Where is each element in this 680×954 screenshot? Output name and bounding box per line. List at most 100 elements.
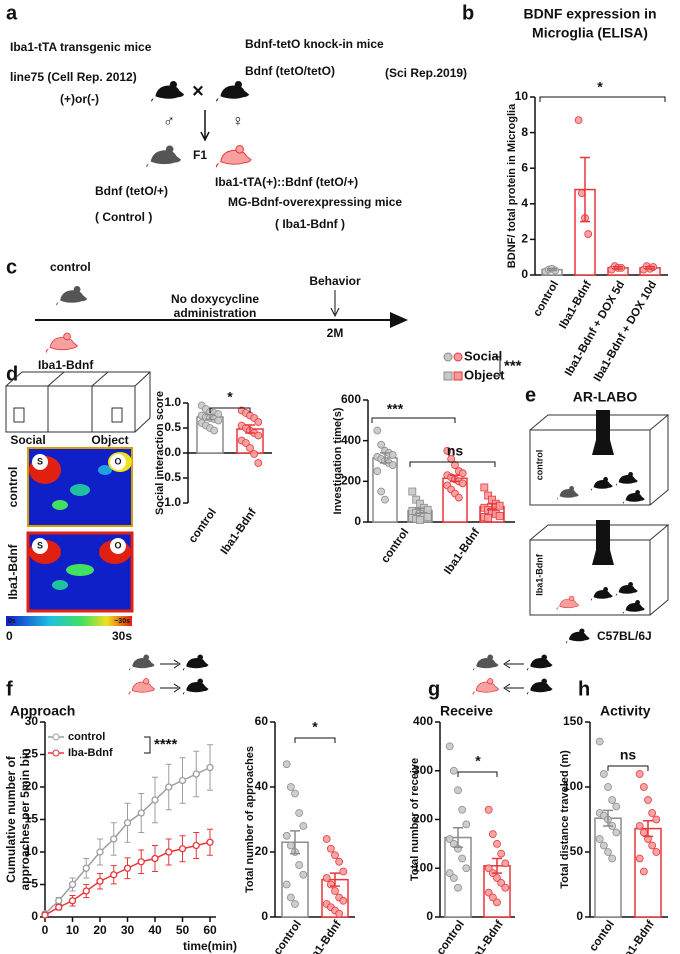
three-chamber [5,371,152,433]
y-tick-label: 0.5 [164,420,181,434]
data-point [484,864,493,873]
data-point [68,880,77,889]
text: × [192,80,204,102]
data-point [488,830,497,839]
data-point [82,887,90,895]
data-point [599,770,608,778]
error-bar [580,156,590,223]
mouse-icon [590,477,613,491]
legend-label: Social [464,348,502,363]
data-point [178,845,187,853]
y-tick-label: 400 [413,714,433,728]
data-point [493,874,501,882]
data-point [295,809,304,817]
text: O [114,540,121,550]
data-point [584,230,593,238]
data-point [339,867,348,876]
y-tick-label: 30 [25,714,39,728]
text: Behavior [309,274,361,288]
y-tick-label: -1.0 [160,495,181,509]
data-point [644,796,652,804]
data-point [454,493,463,502]
data-point [449,874,458,882]
text: Bdnf (tetO/+) [95,184,168,198]
mouse-icon [565,628,590,644]
data-point [599,841,608,850]
y-tick-label: 15 [25,812,39,826]
text: Iba1-tTA(+)::Bdnf (tetO/+) [215,175,358,189]
data-point [458,854,467,863]
data-point [206,763,214,772]
y-axis-label: Cumulative number of [4,755,18,883]
data-point [501,883,510,892]
error-bar [453,827,463,849]
data-point [151,854,159,863]
data-point [381,495,389,504]
data-point [501,859,510,868]
x-tick-label: control [379,527,411,566]
data-point [322,835,331,843]
y-tick-label: 0.0 [164,445,181,459]
x-tick-label: Iba1-Bdnf [617,918,657,954]
y-tick-label: 0 [31,909,38,923]
data-point [96,877,104,885]
x-tick-label: Iba1-Bdnf [304,918,344,954]
mouse-icon [622,490,645,504]
error-bar [330,872,340,887]
data-point [55,903,63,911]
data-point [335,857,344,866]
text: control [50,260,91,274]
text: Iba1-Bdnf [6,543,20,599]
data-point [595,737,604,746]
significance: * [597,79,603,95]
y-tick-label: -0.5 [160,470,181,484]
y-tick-label: 50 [570,844,584,858]
data-point [322,874,331,882]
data-point [451,461,459,469]
data-point [495,512,504,520]
x-tick-label: 60 [203,923,217,937]
y-tick-label: 8 [521,125,528,139]
text: S [37,456,43,466]
x-tick-label: 20 [93,923,107,937]
error-bar [290,830,300,855]
data-point [291,789,299,798]
data-point [648,809,657,817]
data-point [484,888,493,897]
error-bar [245,424,255,434]
error-bar [603,809,613,827]
y-tick-label: 100 [413,860,433,874]
text: S [37,540,43,550]
data-point [41,911,49,919]
y-tick-label: 1.0 [164,395,181,409]
x-tick-label: 30 [121,923,135,937]
significance: * [312,719,318,735]
panel-label: e [525,384,536,406]
data-point [206,838,214,846]
text: (Sci Rep.2019) [385,66,467,80]
data-point [484,514,493,522]
error-bar [613,266,623,270]
y-axis-label: Total number of approaches [244,746,256,893]
data-point [493,898,501,907]
significance-bracket [294,737,336,743]
data-point [254,418,263,426]
chart-title: Receive [440,703,493,719]
data-point [96,848,104,856]
error-bar [547,268,557,272]
data-point [165,848,173,856]
data-point [462,820,471,829]
data-point [192,770,200,778]
data-point [210,426,219,435]
text: C57BL/6J [597,629,652,643]
legend-label: Object [464,367,505,382]
color-scale [6,616,132,626]
text: Social [10,433,45,447]
data-point [286,783,295,791]
data-point [454,883,462,892]
mouse-icon [215,145,252,168]
mouse-icon [556,595,580,610]
data-point [286,893,295,902]
data-point [652,848,661,856]
chart-title: Microglia (ELISA) [532,25,648,41]
